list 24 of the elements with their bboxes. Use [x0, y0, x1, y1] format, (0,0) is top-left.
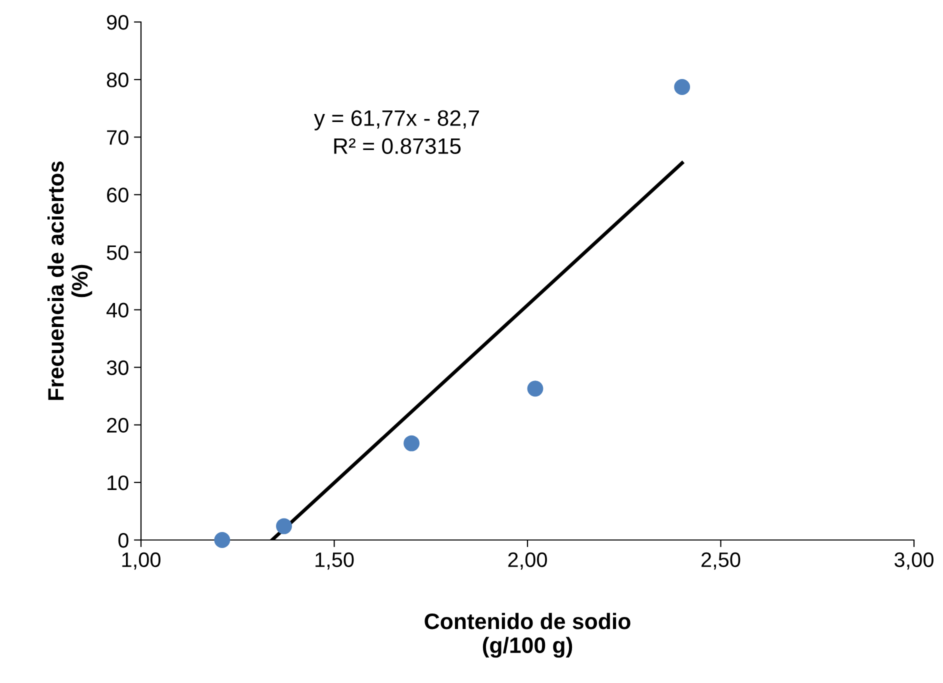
point	[527, 380, 544, 397]
point	[214, 532, 230, 548]
y-tick-label: 30	[106, 360, 128, 376]
x-tick-label: 1,00	[122, 552, 160, 570]
y-tick-label: 0	[118, 533, 128, 548]
y-axis-title: Frecuencia de aciertos (%)	[47, 161, 92, 400]
y-tick-label: 60	[107, 188, 128, 202]
x-tick-label: 2,00	[508, 552, 547, 570]
x-axis-title: Contenido de sodio (g/100 g)	[424, 612, 630, 658]
point	[276, 518, 292, 534]
x-tick-label: 3,00	[894, 552, 934, 570]
y-tick-label: 90	[107, 15, 128, 30]
annotation: y = 61,77x - 82,7	[314, 110, 479, 130]
point	[404, 435, 420, 452]
y-tick-label: 80	[106, 72, 128, 88]
y-tick-label: 70	[107, 130, 128, 145]
point	[674, 79, 690, 96]
y-tick-label: 20	[107, 418, 128, 433]
y-tick-label: 10	[108, 475, 128, 490]
y-tick-label: 40	[106, 302, 128, 318]
y-tick-label: 50	[106, 245, 128, 260]
x-tick-label: 2,50	[702, 552, 740, 570]
annotation: R² = 0.87315	[334, 138, 461, 154]
x-tick-label: 1,50	[316, 552, 354, 570]
